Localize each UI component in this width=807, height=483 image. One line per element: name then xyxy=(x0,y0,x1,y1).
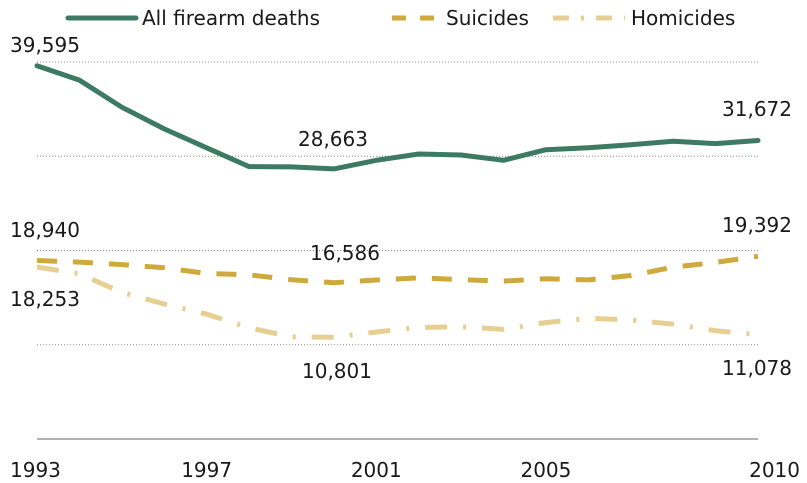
legend-label: Homicides xyxy=(631,6,735,30)
data-label: 28,663 xyxy=(298,127,368,151)
x-tick-label: 1997 xyxy=(181,458,232,482)
x-tick-labels: 1993 1997 2001 2005 2010 xyxy=(10,458,800,482)
data-label: 10,801 xyxy=(302,359,372,383)
legend-label: Suicides xyxy=(446,6,529,30)
legend-item-homicides: Homicides xyxy=(553,6,735,30)
legend: All firearm deaths Suicides Homicides xyxy=(65,6,735,30)
legend-item-suicides: Suicides xyxy=(392,6,529,30)
data-label: 16,586 xyxy=(310,241,380,265)
data-label: 19,392 xyxy=(722,213,792,237)
series-line-all-firearm-deaths xyxy=(34,63,761,172)
x-tick-label: 1993 xyxy=(10,458,61,482)
series-layer xyxy=(34,63,761,340)
x-tick-label: 2005 xyxy=(520,458,571,482)
x-tick-label: 2010 xyxy=(749,458,800,482)
data-labels: 39,595 28,663 31,672 18,940 16,586 19,392 18,2… xyxy=(10,33,792,383)
gridlines xyxy=(37,61,758,346)
x-tick-label: 2001 xyxy=(351,458,402,482)
series-line-suicides xyxy=(36,253,759,286)
data-label: 11,078 xyxy=(722,356,792,380)
data-label: 39,595 xyxy=(10,33,80,57)
data-label: 18,253 xyxy=(10,287,80,311)
legend-label: All firearm deaths xyxy=(142,6,320,30)
legend-item-all-firearm-deaths: All firearm deaths xyxy=(65,6,320,30)
series-line-homicides xyxy=(36,264,759,340)
data-label: 31,672 xyxy=(722,97,792,121)
data-label: 18,940 xyxy=(10,218,80,242)
